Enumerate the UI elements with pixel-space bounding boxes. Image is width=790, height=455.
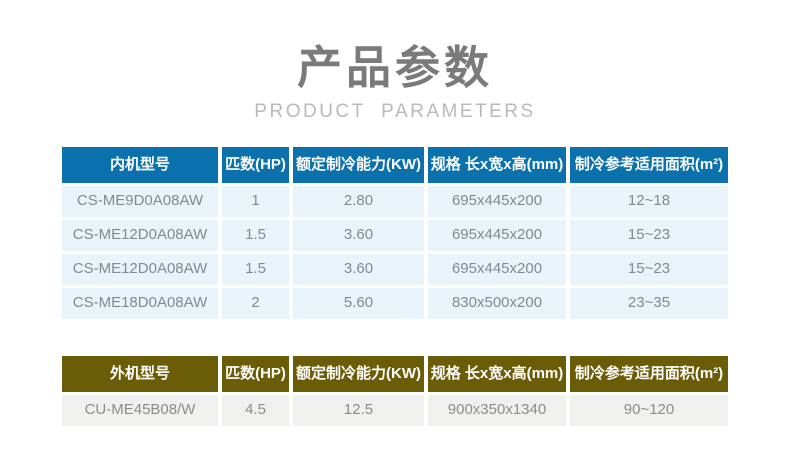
indoor-row4-cooling-capacity: 5.60 [293, 288, 424, 319]
indoor-row1-cooling-capacity: 2.80 [293, 186, 424, 217]
indoor-row4-area: 23~35 [570, 288, 728, 319]
indoor-row1-hp: 1 [222, 186, 289, 217]
indoor-row3-hp: 1.5 [222, 254, 289, 285]
indoor-row4-dimensions: 830x500x200 [428, 288, 566, 319]
indoor-row3-model: CS-ME12D0A08AW [62, 254, 218, 285]
outdoor-row1-area: 90~120 [570, 395, 728, 426]
indoor-row4-hp: 2 [222, 288, 289, 319]
outdoor-row1-model: CU-ME45B08/W [62, 395, 218, 426]
page-subtitle: PRODUCT PARAMETERS [254, 100, 536, 122]
outdoor-unit-table: 外机型号 匹数(HP) 额定制冷能力(KW) 规格 长x宽x高(mm) 制冷参考… [62, 356, 728, 426]
indoor-row3-cooling-capacity: 3.60 [293, 254, 424, 285]
outdoor-header-area: 制冷参考适用面积(m²) [570, 356, 728, 392]
outdoor-header-hp: 匹数(HP) [222, 356, 289, 392]
outdoor-row1-hp: 4.5 [222, 395, 289, 426]
indoor-row1-dimensions: 695x445x200 [428, 186, 566, 217]
indoor-row2-area: 15~23 [570, 220, 728, 251]
indoor-header-model: 内机型号 [62, 147, 218, 183]
indoor-row2-hp: 1.5 [222, 220, 289, 251]
indoor-unit-table: 内机型号 匹数(HP) 额定制冷能力(KW) 规格 长x宽x高(mm) 制冷参考… [62, 147, 728, 319]
indoor-header-hp: 匹数(HP) [222, 147, 289, 183]
outdoor-row1-cooling-capacity: 12.5 [293, 395, 424, 426]
page-title-block: 产品参数 PRODUCT PARAMETERS [0, 38, 790, 123]
outdoor-header-cooling-capacity: 额定制冷能力(KW) [293, 356, 424, 392]
indoor-header-cooling-capacity: 额定制冷能力(KW) [293, 147, 424, 183]
indoor-row2-cooling-capacity: 3.60 [293, 220, 424, 251]
indoor-header-area: 制冷参考适用面积(m²) [570, 147, 728, 183]
indoor-row4-model: CS-ME18D0A08AW [62, 288, 218, 319]
indoor-row3-dimensions: 695x445x200 [428, 254, 566, 285]
outdoor-header-dimensions: 规格 长x宽x高(mm) [428, 356, 566, 392]
indoor-header-dimensions: 规格 长x宽x高(mm) [428, 147, 566, 183]
outdoor-row1-dimensions: 900x350x1340 [428, 395, 566, 426]
indoor-row2-model: CS-ME12D0A08AW [62, 220, 218, 251]
outdoor-header-model: 外机型号 [62, 356, 218, 392]
indoor-row1-area: 12~18 [570, 186, 728, 217]
page-title: 产品参数 [296, 42, 493, 93]
indoor-row1-model: CS-ME9D0A08AW [62, 186, 218, 217]
indoor-row3-area: 15~23 [570, 254, 728, 285]
indoor-row2-dimensions: 695x445x200 [428, 220, 566, 251]
